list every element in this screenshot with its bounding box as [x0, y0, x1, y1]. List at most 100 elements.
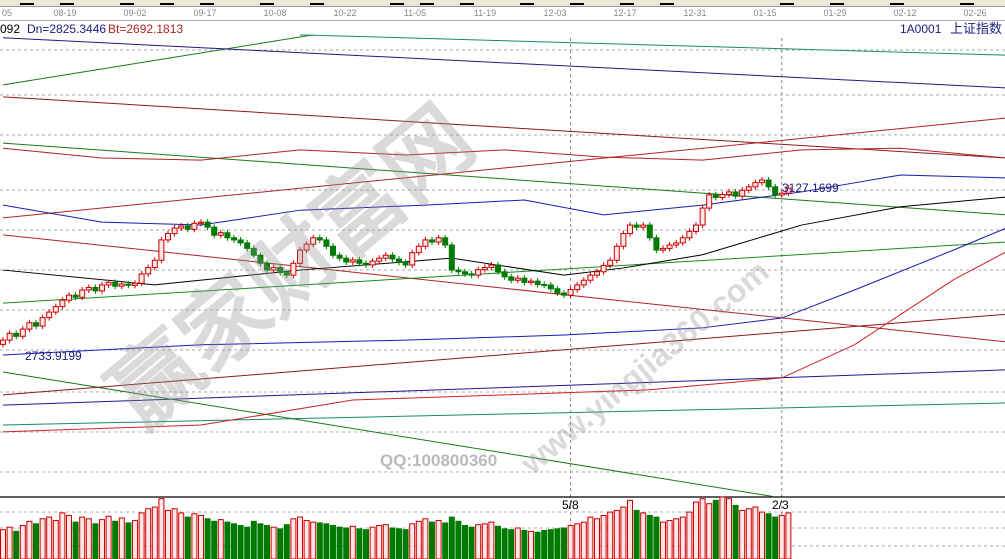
- toolbar-button[interactable]: [260, 0, 274, 5]
- volume-bar-up: [719, 496, 726, 559]
- candle-up: [59, 299, 66, 308]
- trend-line: [2, 313, 1005, 396]
- toolbar-button[interactable]: [780, 0, 794, 5]
- trend-line: [2, 234, 1005, 343]
- trend-line: [2, 37, 1005, 89]
- toolbar-button[interactable]: [660, 0, 674, 5]
- volume-bar-down: [330, 524, 336, 559]
- date-tick: 10-08: [263, 8, 287, 18]
- volume-bar-up: [686, 511, 693, 559]
- volume-bar-up: [303, 519, 310, 559]
- volume-bar-up: [409, 523, 416, 559]
- candle-down: [184, 225, 191, 230]
- candle-up: [785, 187, 792, 194]
- volume-bar-down: [316, 522, 323, 559]
- candle-up: [217, 232, 224, 236]
- volume-bar-down: [554, 528, 561, 559]
- trend-line: [2, 402, 1005, 426]
- candle-up: [6, 332, 13, 341]
- indicator-curve: [2, 196, 1005, 286]
- candle-up: [138, 273, 145, 284]
- volume-bar-down: [237, 524, 244, 559]
- toolbar-button[interactable]: [830, 0, 844, 5]
- candle-up: [85, 286, 92, 291]
- toolbar-button[interactable]: [120, 0, 134, 5]
- candle-down: [283, 272, 290, 276]
- volume-bar-up: [613, 509, 620, 559]
- candle-up: [514, 277, 521, 281]
- volume-bar-up: [270, 526, 277, 559]
- trend-line: [299, 34, 1005, 56]
- toolbar-button[interactable]: [570, 0, 584, 5]
- volume-bar-down: [396, 528, 402, 559]
- trend-line: [2, 371, 776, 498]
- volume-bar-down: [257, 523, 264, 559]
- volume-bar-down: [772, 516, 779, 559]
- candle-down: [508, 276, 515, 281]
- toolbar-button[interactable]: [20, 0, 34, 5]
- candle-down: [732, 191, 739, 197]
- volume-bar-down: [521, 530, 528, 559]
- candle-down: [455, 269, 462, 273]
- volume-bar-up: [759, 511, 765, 559]
- candle-up: [640, 224, 647, 228]
- toolbar-button[interactable]: [160, 0, 174, 5]
- candle-up: [679, 237, 686, 244]
- candle-up: [178, 225, 185, 229]
- watermark-qq: QQ:100800360: [380, 451, 498, 470]
- toolbar-button[interactable]: [620, 0, 634, 5]
- candle-down: [429, 239, 435, 243]
- candle-up: [66, 294, 72, 301]
- candle-down: [356, 259, 363, 264]
- symbol-code: 1A0001: [900, 22, 942, 36]
- candle-up: [627, 224, 633, 235]
- candle-up: [528, 280, 534, 283]
- volume-bar-up: [151, 506, 158, 559]
- volume-bar-up: [580, 521, 587, 559]
- volume-bar-up: [778, 514, 785, 559]
- toolbar-button[interactable]: [60, 0, 74, 5]
- volume-bar-down: [224, 521, 231, 559]
- toolbar-button[interactable]: [420, 0, 434, 5]
- candle-up: [699, 207, 706, 226]
- candle-up: [594, 271, 600, 276]
- toolbar-button[interactable]: [390, 0, 404, 5]
- candle-up: [270, 267, 277, 271]
- candle-up: [19, 328, 26, 337]
- volume-bar-down: [356, 528, 363, 559]
- volume-bar-up: [627, 499, 633, 559]
- volume-bar-down: [323, 523, 330, 559]
- candle-down: [462, 271, 468, 275]
- volume-bar-down: [277, 528, 284, 559]
- candle-down: [224, 232, 231, 239]
- candle-down: [653, 237, 660, 251]
- volume-bar-up: [158, 498, 165, 559]
- candle-down: [495, 264, 501, 273]
- toolbar-button[interactable]: [520, 0, 534, 5]
- volume-bar-up: [673, 518, 680, 559]
- toolbar-button[interactable]: [200, 0, 214, 5]
- toolbar-button[interactable]: [310, 0, 324, 5]
- candle-up: [46, 311, 53, 319]
- candle-down: [257, 254, 264, 264]
- candle-up: [600, 264, 607, 273]
- volume-bar-up: [435, 519, 442, 559]
- params-prefix: 092: [0, 22, 21, 36]
- toolbar-button[interactable]: [960, 0, 974, 5]
- candle-up: [706, 194, 713, 209]
- marker-label-right: 2/3: [772, 498, 789, 512]
- volume-bar-down: [429, 521, 435, 559]
- volume-bar-up: [422, 518, 429, 559]
- volume-bar-up: [349, 525, 356, 559]
- candle-up: [26, 322, 33, 330]
- volume-bar-down: [547, 529, 554, 559]
- candle-down: [772, 186, 779, 196]
- volume-bar-up: [105, 515, 112, 559]
- toolbar-button[interactable]: [460, 0, 474, 5]
- volume-bar-up: [488, 521, 495, 559]
- volume-bar-up: [699, 498, 706, 559]
- volume-bar-up: [132, 519, 138, 559]
- volume-bar-down: [561, 527, 567, 559]
- toolbar-button[interactable]: [890, 0, 904, 5]
